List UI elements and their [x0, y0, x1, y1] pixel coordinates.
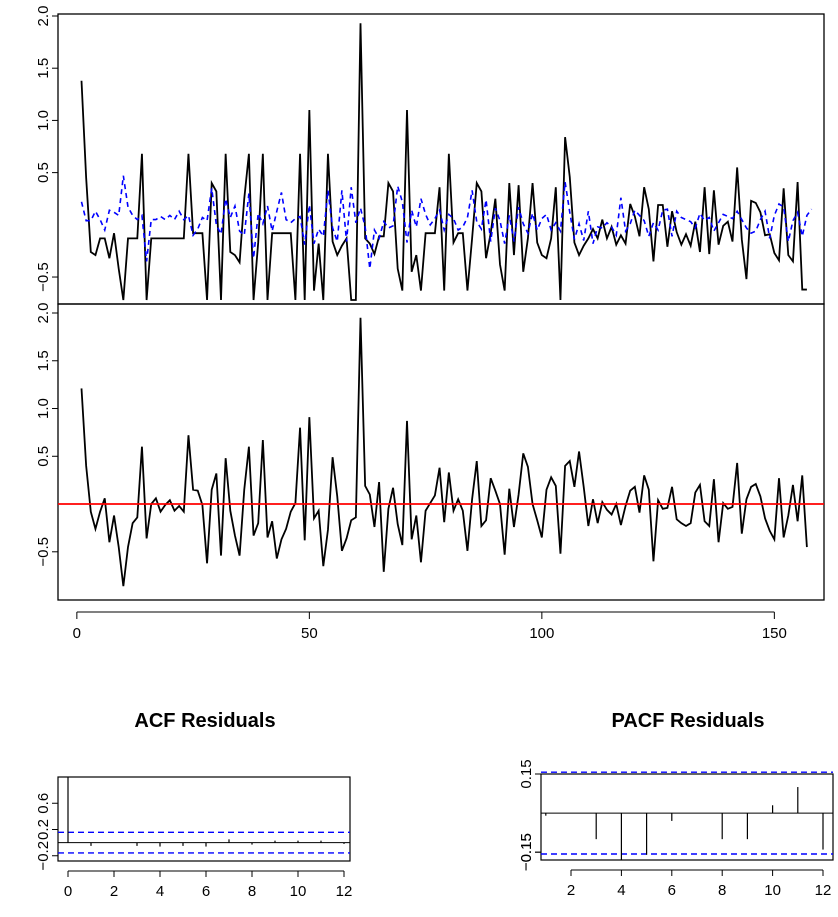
acf-xtick-label-4: 8 [248, 883, 256, 900]
pacf-ytick-label-2: 0.15 [518, 759, 535, 788]
fitted-ytick-label-3: 1.5 [35, 58, 52, 79]
fitted-series-2 [80, 175, 813, 269]
pacf-xtick-label-1: 4 [617, 882, 625, 899]
acf-xtick-label-6: 12 [336, 883, 353, 900]
acf-xtick-label-0: 0 [64, 883, 72, 900]
fitted-ytick-label-4: 2.0 [35, 6, 52, 27]
residual-ytick-label-0: −0.5 [35, 537, 52, 567]
residual-xtick-label-1: 50 [301, 625, 318, 642]
pacf-xtick-label-4: 10 [764, 882, 781, 899]
pacf-xtick-label-5: 12 [815, 882, 832, 899]
residual-xtick-label-2: 100 [529, 625, 554, 642]
pacf-title: PACF Residuals [612, 710, 765, 732]
acf-xtick-label-5: 10 [290, 883, 307, 900]
acf-ytick-label-0: −0.2 [35, 841, 52, 871]
pacf-xtick-label-0: 2 [567, 882, 575, 899]
pacf-xtick-label-3: 8 [718, 882, 726, 899]
residual-xtick-label-3: 150 [762, 625, 787, 642]
pacf-ytick-label-0: −0.15 [518, 833, 535, 871]
fitted-series-1 [80, 23, 807, 301]
acf-xtick-label-2: 4 [156, 883, 164, 900]
residual-series-1 [80, 317, 808, 587]
pacf-frame [540, 773, 834, 861]
residual-panel-frame [57, 303, 825, 601]
residual-ytick-label-4: 2.0 [35, 303, 52, 324]
acf-xtick-label-3: 6 [202, 883, 210, 900]
residual-ytick-label-3: 1.5 [35, 350, 52, 371]
residual-ytick-label-2: 1.0 [35, 398, 52, 419]
fitted-ytick-label-0: −0.5 [35, 262, 52, 292]
acf-ytick-label-1: 0.2 [35, 819, 52, 840]
fitted-ytick-label-1: 0.5 [35, 162, 52, 183]
pacf-xtick-label-2: 6 [668, 882, 676, 899]
acf-title: ACF Residuals [134, 710, 275, 732]
pacf-ytick-label-1: −0.15 [518, 833, 535, 871]
acf-frame [57, 776, 351, 862]
acf-ytick-label-2: 0.6 [35, 793, 52, 814]
acf-xtick-label-1: 2 [110, 883, 118, 900]
fitted-ytick-label-2: 1.0 [35, 110, 52, 131]
residual-ytick-label-1: 0.5 [35, 446, 52, 467]
residual-xtick-label-0: 0 [73, 625, 81, 642]
